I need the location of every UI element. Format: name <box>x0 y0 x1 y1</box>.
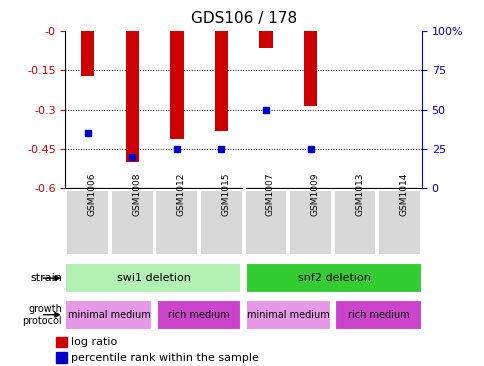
Bar <box>303 31 317 106</box>
Bar <box>199 190 242 255</box>
Text: growth
protocol: growth protocol <box>22 304 62 326</box>
Bar <box>125 31 139 162</box>
Text: strain: strain <box>30 273 62 283</box>
Text: GSM1014: GSM1014 <box>399 172 408 216</box>
Text: GSM1006: GSM1006 <box>88 172 96 216</box>
Bar <box>56 337 66 347</box>
Text: percentile rank within the sample: percentile rank within the sample <box>71 352 258 363</box>
Text: GSM1007: GSM1007 <box>265 172 274 216</box>
Bar <box>245 263 421 293</box>
Bar <box>155 190 198 255</box>
Title: GDS106 / 178: GDS106 / 178 <box>190 11 296 26</box>
Bar <box>56 352 66 363</box>
Text: GSM1008: GSM1008 <box>132 172 141 216</box>
Text: minimal medium: minimal medium <box>67 310 150 320</box>
Bar <box>259 31 272 48</box>
Bar <box>65 300 152 329</box>
Text: minimal medium: minimal medium <box>246 310 329 320</box>
Text: log ratio: log ratio <box>71 337 117 347</box>
Bar <box>111 190 153 255</box>
Bar <box>378 190 420 255</box>
Bar <box>170 31 183 139</box>
Text: rich medium: rich medium <box>347 310 408 320</box>
Text: GSM1009: GSM1009 <box>310 172 319 216</box>
Text: swi1 deletion: swi1 deletion <box>116 273 190 283</box>
Bar <box>333 190 376 255</box>
Bar <box>244 190 287 255</box>
Text: GSM1015: GSM1015 <box>221 172 230 216</box>
Bar <box>65 263 241 293</box>
Text: GSM1012: GSM1012 <box>177 172 185 216</box>
Bar <box>66 190 109 255</box>
Bar <box>334 300 421 329</box>
Bar <box>245 300 330 329</box>
Text: snf2 deletion: snf2 deletion <box>297 273 370 283</box>
Bar <box>156 300 241 329</box>
Text: GSM1013: GSM1013 <box>354 172 363 216</box>
Bar <box>81 31 94 76</box>
Text: rich medium: rich medium <box>168 310 229 320</box>
Bar <box>214 31 227 131</box>
Bar <box>288 190 331 255</box>
